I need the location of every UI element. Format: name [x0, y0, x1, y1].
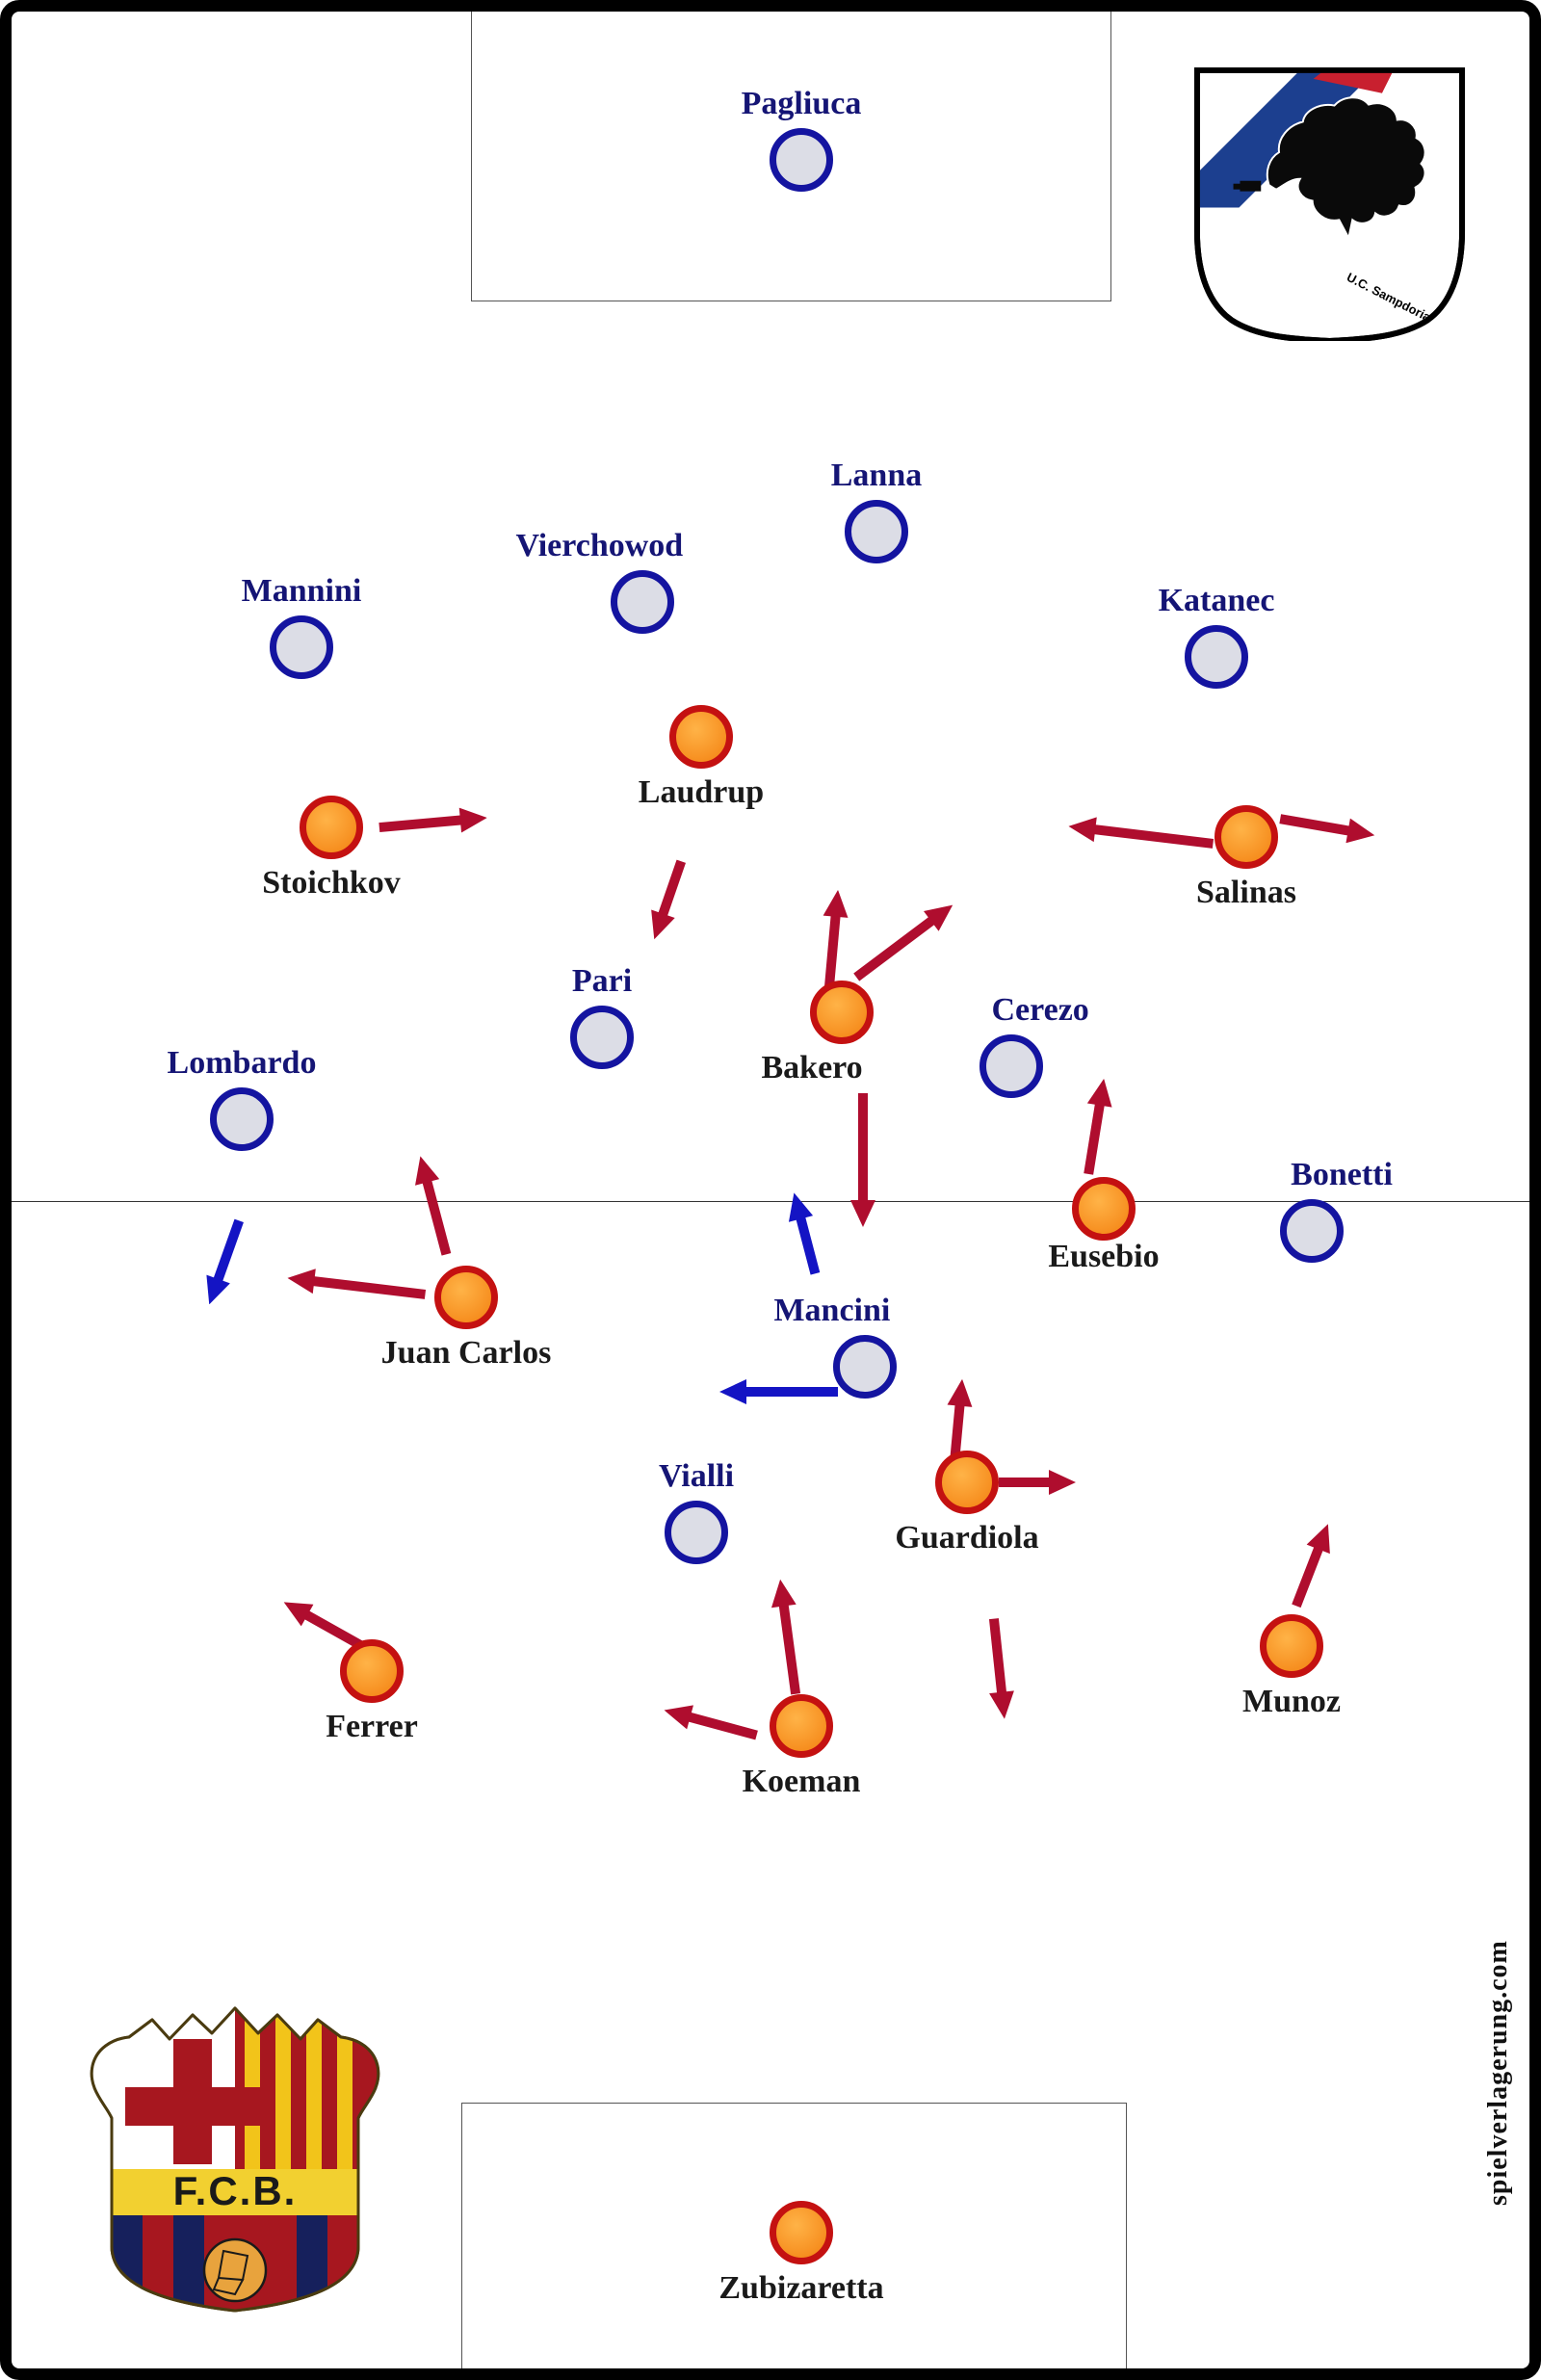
svg-text:F.C.B.: F.C.B. [173, 2168, 298, 2213]
